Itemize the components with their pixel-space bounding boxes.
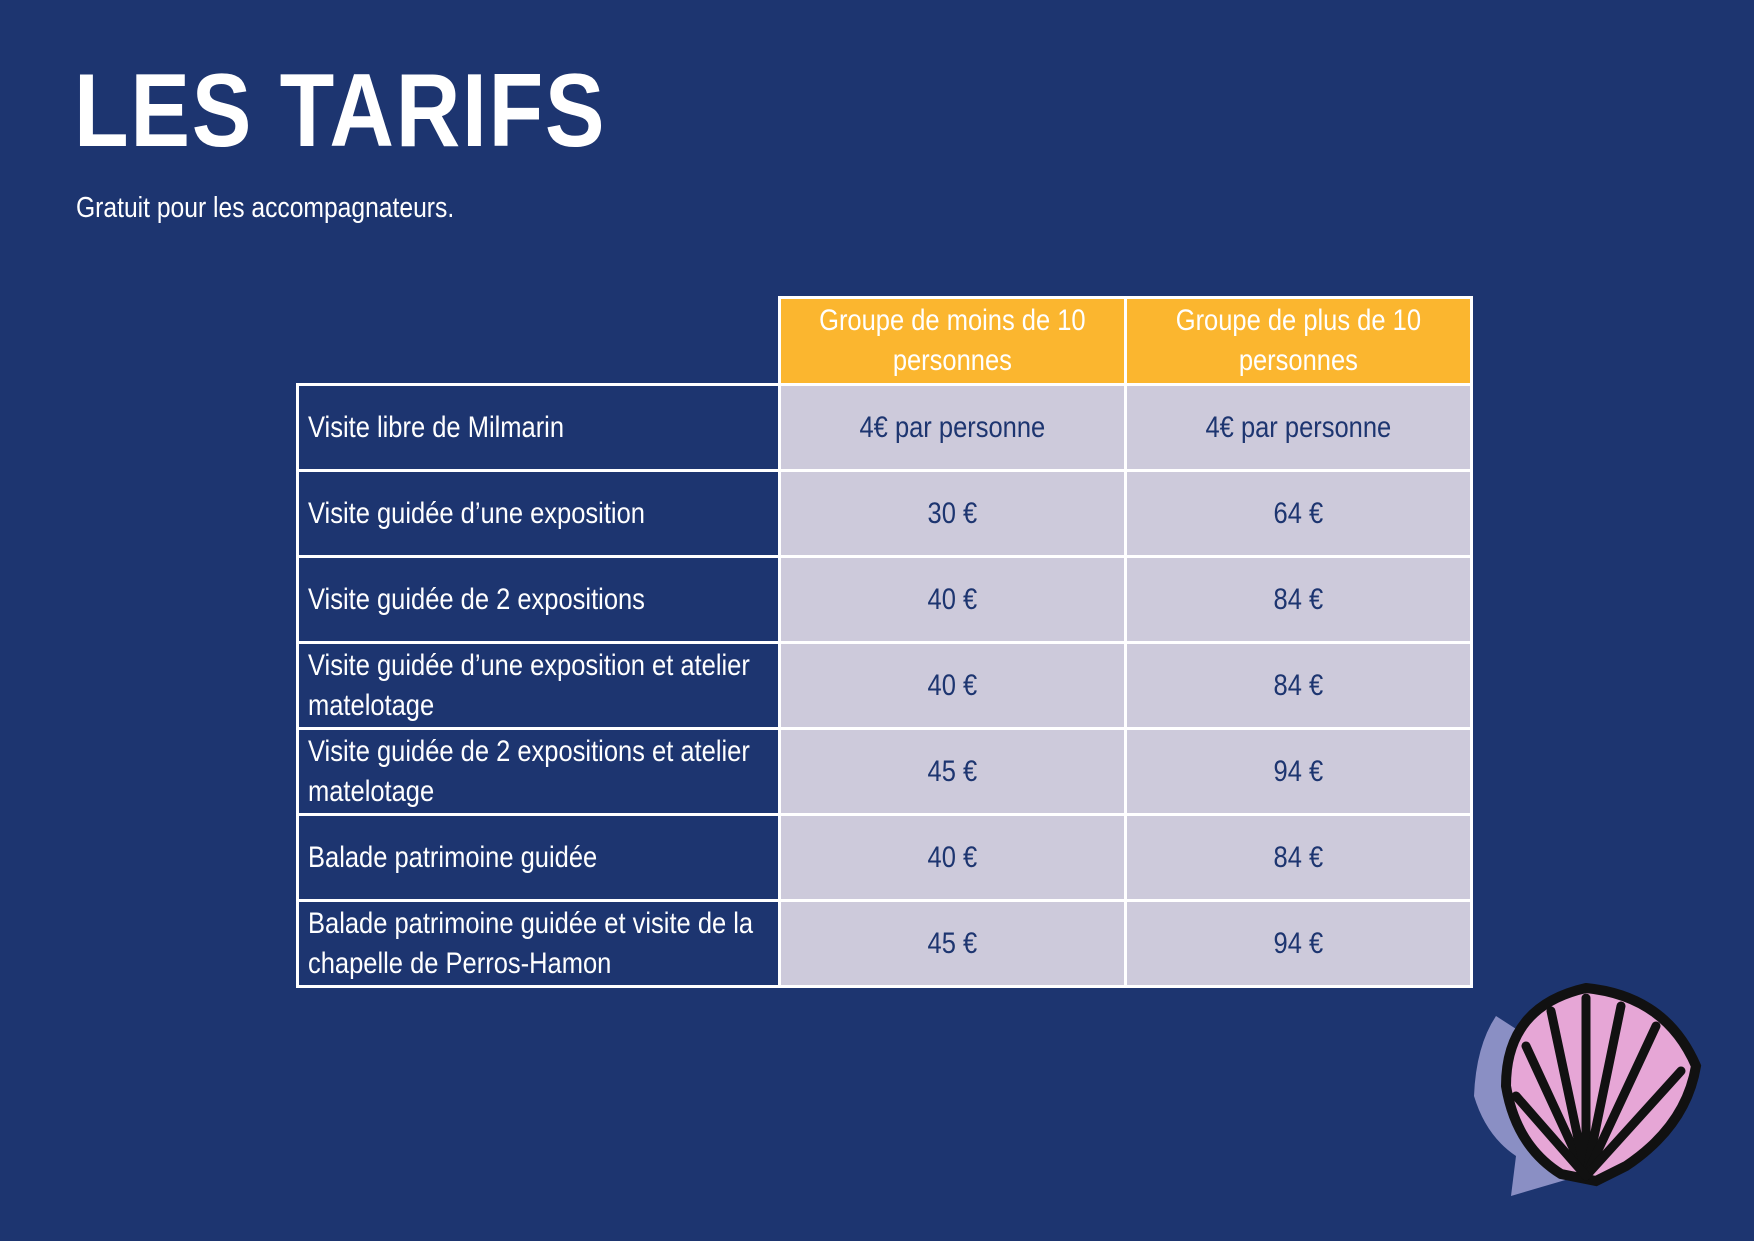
shell-illustration <box>1474 982 1702 1196</box>
column-header-text: Groupe de plus de 10 personnes <box>1175 304 1422 377</box>
price-cell: 4€ par personne <box>778 383 1127 472</box>
price-cell: 40 € <box>778 555 1127 644</box>
price-cell: 84 € <box>1124 555 1473 644</box>
price-table: Groupe de moins de 10 personnes Groupe de… <box>296 296 1473 988</box>
table-row: Visite guidée de 2 expositions 40 € 84 € <box>296 555 1473 644</box>
title: LES TARIFS <box>74 53 607 169</box>
column-header: Groupe de moins de 10 personnes <box>778 296 1127 386</box>
row-label: Visite guidée de 2 expositions et atelie… <box>296 727 781 816</box>
price-cell: 84 € <box>1124 813 1473 902</box>
row-label: Balade patrimoine guidée et visite de la… <box>296 899 781 988</box>
price-cell-text: 45 € <box>927 926 978 960</box>
price-cell-text: 40 € <box>927 582 978 616</box>
price-cell: 45 € <box>778 727 1127 816</box>
price-cell: 30 € <box>778 469 1127 558</box>
table-row: Visite guidée d’une exposition 30 € 64 € <box>296 469 1473 558</box>
price-cell-text: 40 € <box>927 668 978 702</box>
row-label-text: Visite guidée de 2 expositions <box>308 582 645 616</box>
table-row: Visite libre de Milmarin 4€ par personne 4… <box>296 383 1473 472</box>
price-cell: 94 € <box>1124 727 1473 816</box>
price-cell-text: 40 € <box>927 840 978 874</box>
header-row: Groupe de moins de 10 personnes Groupe de… <box>297 296 1473 386</box>
price-cell: 94 € <box>1124 899 1473 988</box>
row-label-text: Balade patrimoine guidée et visite de la… <box>308 906 754 980</box>
price-cell-text: 84 € <box>1273 840 1324 874</box>
price-cell-text: 94 € <box>1273 754 1324 788</box>
price-cell-text: 4€ par personne <box>859 410 1046 444</box>
price-cell: 40 € <box>778 813 1127 902</box>
price-cell: 64 € <box>1124 469 1473 558</box>
price-cell-text: 45 € <box>927 754 978 788</box>
table-row: Visite guidée de 2 expositions et atelie… <box>296 727 1473 816</box>
table-row: Balade patrimoine guidée 40 € 84 € <box>296 813 1473 902</box>
column-header: Groupe de plus de 10 personnes <box>1124 296 1473 386</box>
price-cell: 40 € <box>778 641 1127 730</box>
price-cell-text: 64 € <box>1273 496 1324 530</box>
row-label-text: Visite guidée de 2 expositions et atelie… <box>308 734 750 808</box>
table-row: Balade patrimoine guidée et visite de la… <box>296 899 1473 988</box>
price-cell-text: 84 € <box>1273 582 1324 616</box>
price-cell-text: 30 € <box>927 496 978 530</box>
price-cell-text: 94 € <box>1273 926 1324 960</box>
row-label-text: Visite libre de Milmarin <box>308 410 565 444</box>
row-label: Visite guidée de 2 expositions <box>296 555 781 644</box>
row-label-text: Visite guidée d’une exposition et atelie… <box>308 648 750 722</box>
corner <box>297 297 781 386</box>
subtitle: Gratuit pour les accompagnateurs. <box>76 192 455 224</box>
row-label-text: Visite guidée d’une exposition <box>308 496 645 530</box>
row-label: Balade patrimoine guidée <box>296 813 781 902</box>
row-label-text: Balade patrimoine guidée <box>308 840 598 874</box>
row-label: Visite libre de Milmarin <box>296 383 781 472</box>
price-cell-text: 4€ par personne <box>1205 410 1392 444</box>
price-cell: 84 € <box>1124 641 1473 730</box>
row-label: Visite guidée d’une exposition <box>296 469 781 558</box>
price-cell: 4€ par personne <box>1124 383 1473 472</box>
price-cell-text: 84 € <box>1273 668 1324 702</box>
column-header-text: Groupe de moins de 10 personnes <box>819 304 1086 377</box>
price-cell: 45 € <box>778 899 1127 988</box>
row-label: Visite guidée d’une exposition et atelie… <box>296 641 781 730</box>
table-row: Visite guidée d’une exposition et atelie… <box>296 641 1473 730</box>
